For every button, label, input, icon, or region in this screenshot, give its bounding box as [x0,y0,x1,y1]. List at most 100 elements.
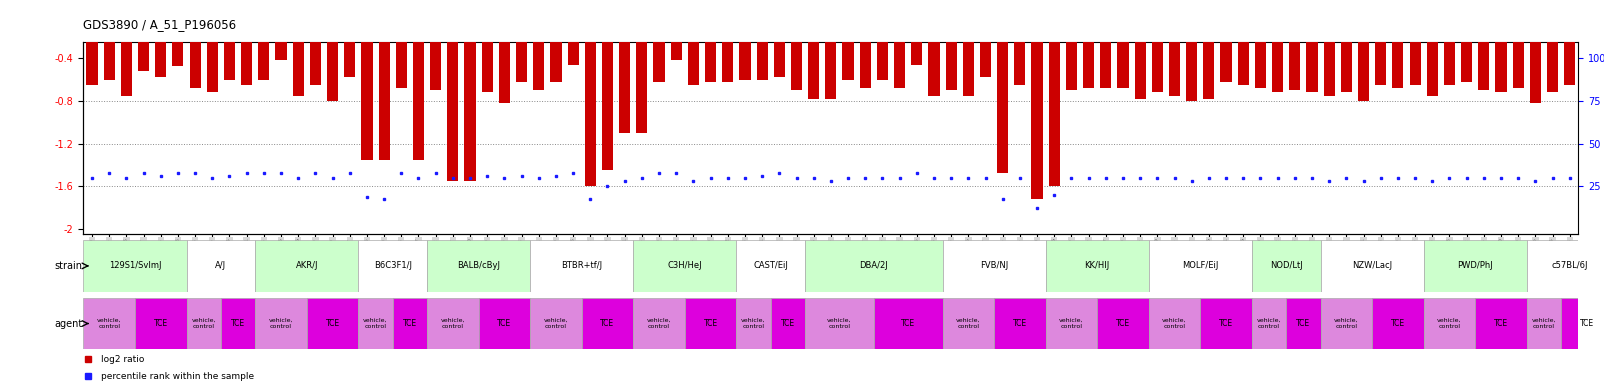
Bar [83,240,186,292]
Bar [582,298,634,349]
Bar [736,298,772,349]
Text: TCE: TCE [901,319,916,328]
Bar [1083,16,1094,88]
Bar [104,16,115,79]
Text: log2 ratio: log2 ratio [101,354,144,364]
Text: vehicle,
control: vehicle, control [363,318,388,329]
Bar [826,16,836,99]
Bar [1495,16,1506,93]
Text: TCE: TCE [326,319,340,328]
Bar [1221,16,1232,82]
Bar [499,16,510,103]
Bar [739,16,751,79]
Bar [87,16,98,85]
Bar [1118,16,1129,88]
Bar [670,16,682,60]
Bar [1031,16,1043,199]
Bar [1375,16,1386,85]
Bar [1410,16,1421,85]
Bar [427,298,478,349]
Text: NOD/LtJ: NOD/LtJ [1270,262,1302,270]
Bar [207,16,218,93]
Bar [1561,298,1604,349]
Bar [1359,16,1370,101]
Bar [585,16,597,186]
Text: TCE: TCE [1219,319,1233,328]
Text: vehicle,
control: vehicle, control [1532,318,1556,329]
Bar [135,298,186,349]
Bar [1476,298,1527,349]
Bar [1424,240,1527,292]
Bar [1049,16,1060,186]
Text: B6C3F1/J: B6C3F1/J [374,262,412,270]
Bar [842,16,853,79]
Text: TCE: TCE [497,319,512,328]
Text: MOLF/EiJ: MOLF/EiJ [1182,262,1219,270]
Text: strain: strain [55,261,82,271]
Bar [255,240,358,292]
Bar [602,16,613,170]
Text: TCE: TCE [704,319,717,328]
Text: TCE: TCE [1580,319,1594,328]
Bar [1148,240,1251,292]
Bar [1148,298,1200,349]
Bar [1046,240,1148,292]
Text: BTBR+tf/J: BTBR+tf/J [561,262,602,270]
Bar [1479,16,1490,90]
Bar [189,16,200,88]
Bar [808,16,820,99]
Bar [358,298,393,349]
Bar [186,240,255,292]
Bar [225,16,236,79]
Bar [156,16,167,78]
Bar [550,16,561,82]
Bar [1426,16,1437,96]
Bar [1546,16,1557,93]
Text: TCE: TCE [781,319,796,328]
Text: PWD/PhJ: PWD/PhJ [1458,262,1493,270]
Text: AKR/J: AKR/J [295,262,318,270]
Bar [1185,16,1197,101]
Bar [1046,298,1097,349]
Bar [568,16,579,65]
Bar [241,16,252,85]
Bar [874,298,943,349]
Bar [276,16,287,60]
Bar [292,16,303,96]
Bar [634,298,685,349]
Bar [860,16,871,88]
Bar [221,298,255,349]
Text: vehicle,
control: vehicle, control [269,318,294,329]
Bar [396,16,407,88]
Text: KK/HIJ: KK/HIJ [1084,262,1110,270]
Bar [306,298,358,349]
Bar [773,16,784,78]
Bar [1097,298,1148,349]
Bar [962,16,974,96]
Bar [1320,298,1371,349]
Bar [805,240,943,292]
Bar [1530,16,1541,103]
Text: DBA/2J: DBA/2J [860,262,889,270]
Bar [929,16,940,96]
Text: vehicle,
control: vehicle, control [191,318,217,329]
Bar [379,16,390,160]
Bar [688,16,699,85]
Text: GDS3890 / A_51_P196056: GDS3890 / A_51_P196056 [83,18,236,31]
Bar [1251,298,1286,349]
Text: vehicle,
control: vehicle, control [544,318,568,329]
Bar [1203,16,1214,99]
Bar [1444,16,1455,85]
Text: vehicle,
control: vehicle, control [741,318,765,329]
Text: TCE: TCE [1391,319,1405,328]
Bar [877,16,889,79]
Bar [1134,16,1145,99]
Bar [791,16,802,90]
Bar [943,240,1046,292]
Bar [946,16,956,90]
Text: CAST/EiJ: CAST/EiJ [754,262,788,270]
Bar [943,298,994,349]
Text: TCE: TCE [600,319,614,328]
Bar [358,240,427,292]
Text: FVB/NJ: FVB/NJ [980,262,1009,270]
